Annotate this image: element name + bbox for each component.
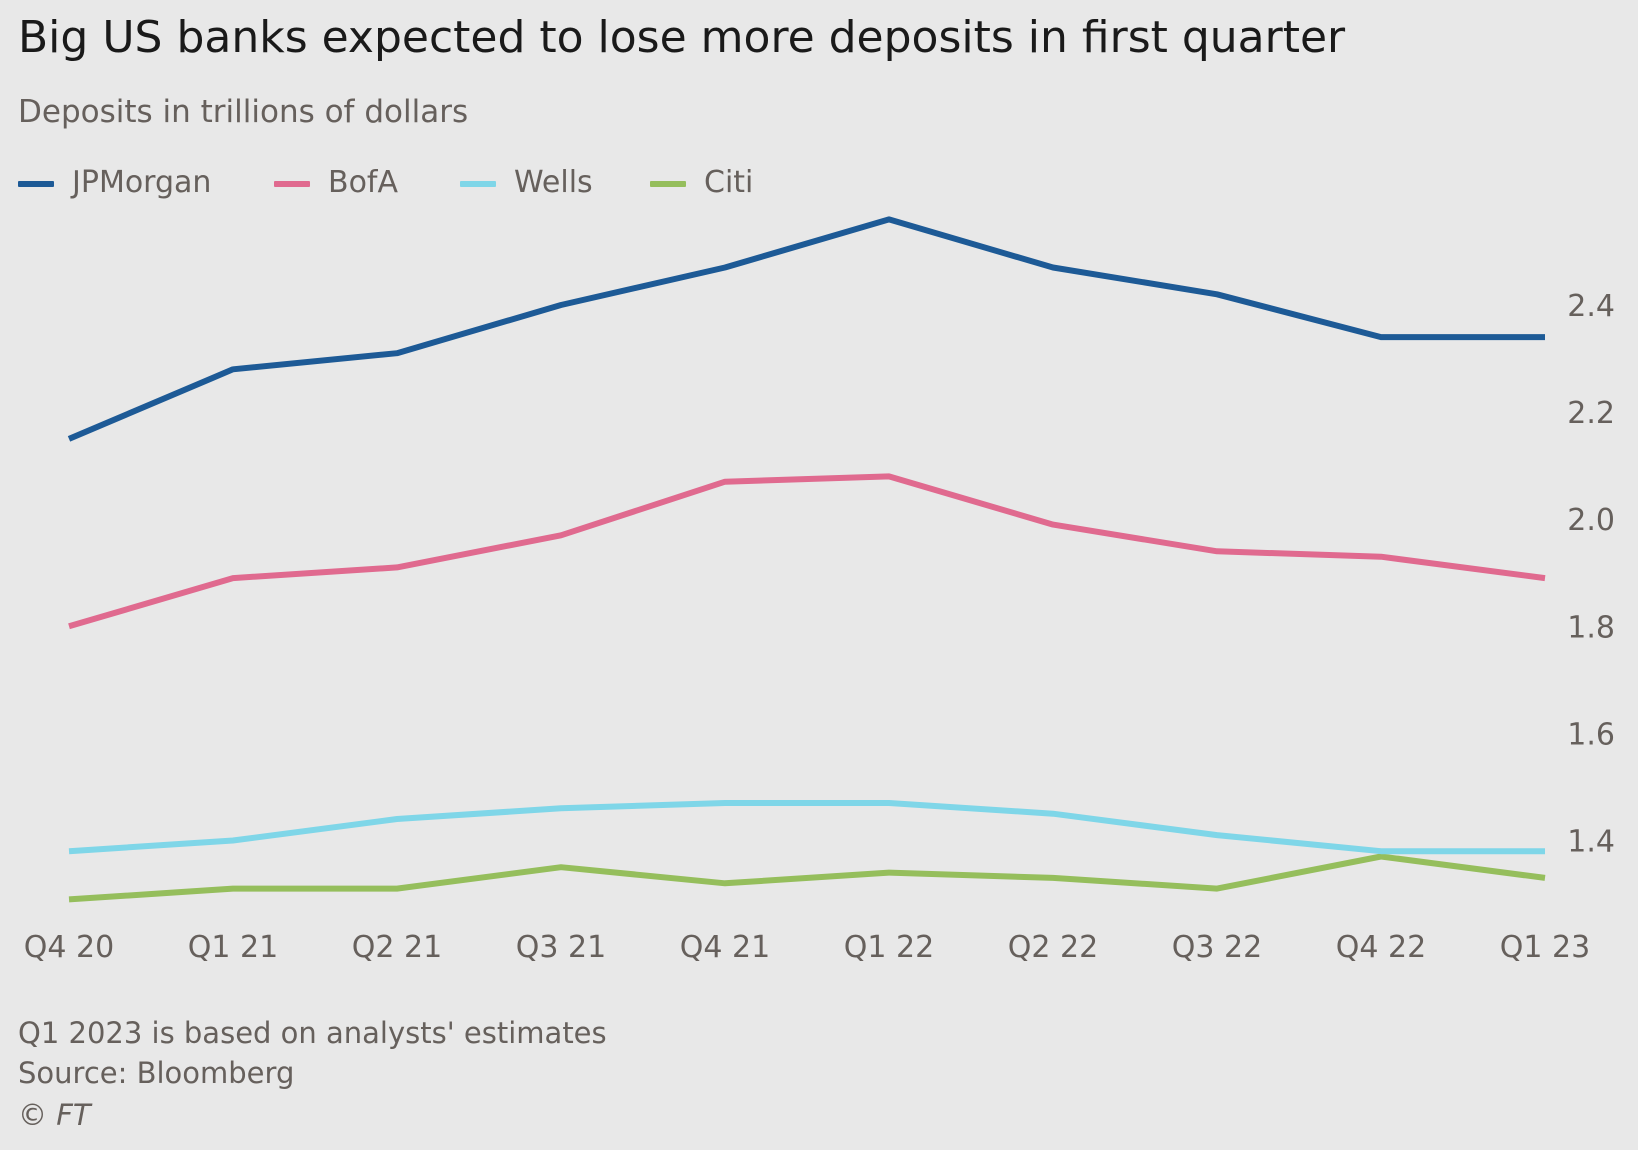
series-line-bofa [68,473,1546,630]
legend-label-jpmorgan: JPMorgan [72,165,212,200]
y-tick-label-1-6: 1.6 [1567,717,1615,752]
x-tick-label-q3-22: Q3 22 [1172,930,1262,965]
y-tick-label-2-0: 2.0 [1567,503,1615,538]
x-tick-label-q3-21: Q3 21 [516,930,606,965]
y-tick-label-2-4: 2.4 [1567,289,1615,324]
legend-label-wells: Wells [514,165,593,200]
x-tick-label-q2-22: Q2 22 [1008,930,1098,965]
legend: JPMorgan BofA Wells Citi [18,163,918,203]
legend-swatch-wells [460,181,496,187]
x-tick-label-q2-21: Q2 21 [352,930,442,965]
y-tick-label-1-4: 1.4 [1567,824,1615,859]
series-line-citi [68,853,1546,903]
y-tick-label-2-2: 2.2 [1567,396,1615,431]
x-tick-label-q1-23: Q1 23 [1500,930,1590,965]
series-line-wells [68,800,1545,855]
copyright: © FT [18,1098,91,1132]
legend-label-bofa: BofA [328,165,399,200]
x-tick-label-q1-21: Q1 21 [188,930,278,965]
footnote: Q1 2023 is based on analysts' estimates [18,1016,607,1050]
series-line-jpmorgan [67,216,1545,442]
x-tick-label-q4-21: Q4 21 [680,930,770,965]
x-tick-label-q1-22: Q1 22 [844,930,934,965]
x-tick-label-q4-20: Q4 20 [24,930,114,965]
legend-swatch-bofa [274,181,310,187]
legend-swatch-jpmorgan [18,181,54,187]
source-note: Source: Bloomberg [18,1056,295,1090]
y-tick-label-1-8: 1.8 [1567,610,1615,645]
legend-swatch-citi [650,181,686,187]
legend-label-citi: Citi [704,165,754,200]
chart-subtitle: Deposits in trillions of dollars [18,94,469,130]
x-tick-label-q4-22: Q4 22 [1336,930,1426,965]
chart-title: Big US banks expected to lose more depos… [18,12,1346,63]
